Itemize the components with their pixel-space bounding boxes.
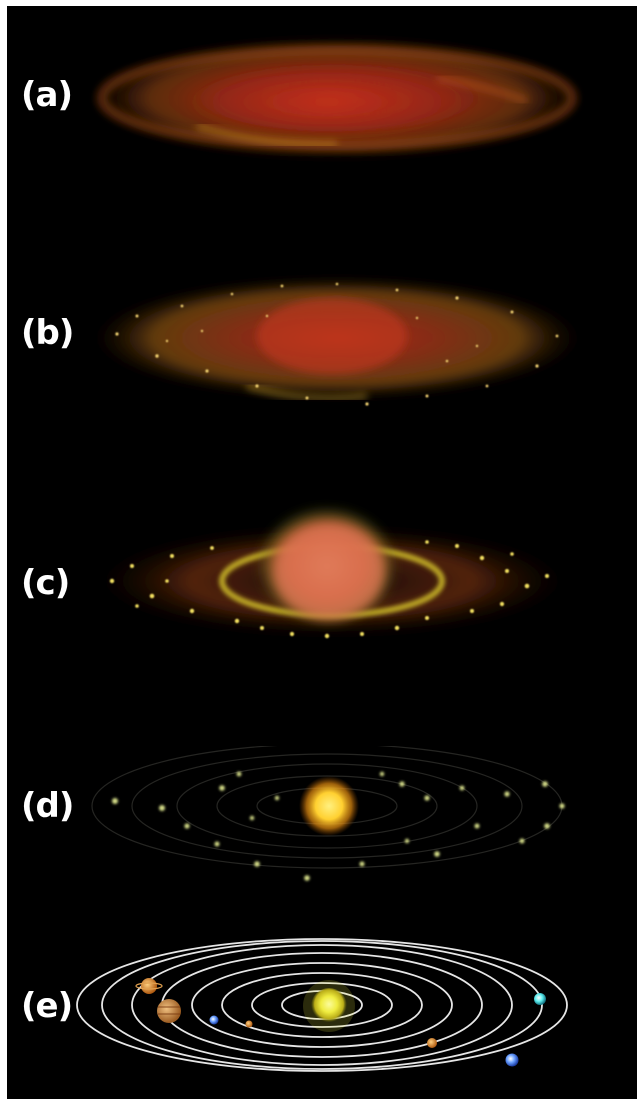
panel-c-label: (c) <box>21 563 70 603</box>
panel-d-label: (d) <box>21 786 74 826</box>
young-sun-system-d <box>91 746 565 881</box>
panel-b-label: (b) <box>21 313 74 353</box>
panel-a-label: (a) <box>21 75 73 115</box>
panel-e-label: (e) <box>21 986 73 1026</box>
protosun-disk-c <box>97 506 567 639</box>
nebula-disk-b <box>92 276 582 406</box>
solar-system-formation-figure: (a) (b) <box>7 6 637 1099</box>
panel-e: (e) <box>7 936 637 1099</box>
panel-c: (c) <box>7 486 637 686</box>
panel-d: (d) <box>7 746 637 906</box>
nebula-disk-a <box>87 36 587 160</box>
solar-system-e <box>76 938 568 1072</box>
panel-b: (b) <box>7 246 637 446</box>
panel-a: (a) <box>7 6 637 206</box>
